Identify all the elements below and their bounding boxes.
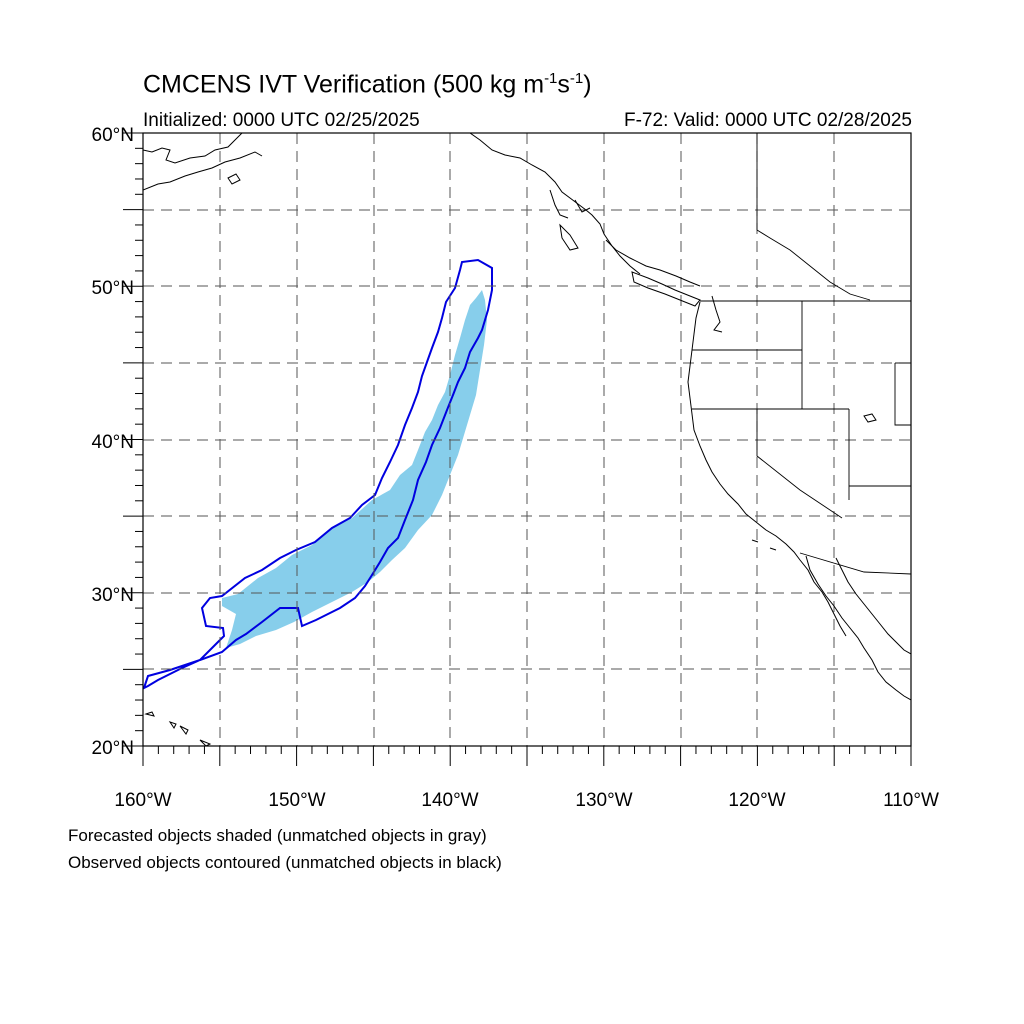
lat-label-60n: 60°N — [92, 125, 134, 146]
caption-observed: Observed objects contoured (unmatched ob… — [68, 853, 502, 872]
channel-islands — [751, 539, 777, 551]
lon-label-120w: 120°W — [728, 790, 785, 811]
political-borders — [692, 133, 911, 575]
lon-axis-labels: 160°W 150°W 140°W 130°W 120°W 110°W — [114, 790, 939, 811]
lat-label-30n: 30°N — [92, 585, 134, 606]
wyoming-border — [894, 363, 911, 426]
northern-coast-bc — [605, 239, 701, 287]
puget-sound — [711, 295, 723, 333]
observed-object-contour — [143, 258, 493, 690]
ca-nv-diagonal — [756, 409, 843, 519]
baja-california — [805, 555, 911, 701]
panhandle-islands — [549, 189, 591, 251]
init-time-label: Initialized: 0000 UTC 02/25/2025 — [143, 110, 420, 131]
lat-axis-labels: 60°N 50°N 40°N 30°N 20°N — [92, 125, 134, 759]
chart-title: CMCENS IVT Verification (500 kg m-1s-1) — [143, 70, 592, 99]
axis-ticks — [123, 132, 912, 766]
valid-time-label: F-72: Valid: 0000 UTC 02/28/2025 — [624, 110, 912, 131]
bc-interior — [756, 229, 871, 301]
caption-forecast: Forecasted objects shaded (unmatched obj… — [68, 826, 487, 845]
gulf-of-california — [835, 557, 911, 655]
kodiak-island — [227, 173, 241, 185]
lat-label-40n: 40°N — [92, 432, 134, 453]
lon-label-140w: 140°W — [421, 790, 478, 811]
hawaii-islands — [144, 711, 212, 746]
vancouver-island — [631, 271, 701, 307]
alaska-peninsula — [143, 151, 263, 191]
coastlines — [143, 133, 911, 746]
lon-label-110w: 110°W — [883, 790, 939, 811]
great-salt-lake — [863, 413, 877, 423]
lat-label-20n: 20°N — [92, 738, 134, 759]
lon-label-130w: 130°W — [575, 790, 632, 811]
alaska-coast — [143, 133, 243, 164]
forecast-object-shaded — [222, 290, 487, 648]
graticule — [143, 133, 911, 746]
lon-label-160w: 160°W — [114, 790, 171, 811]
lon-label-150w: 150°W — [268, 790, 325, 811]
lat-label-50n: 50°N — [92, 278, 134, 299]
us-mexico-border — [799, 552, 911, 575]
us-west-coast — [687, 301, 847, 637]
